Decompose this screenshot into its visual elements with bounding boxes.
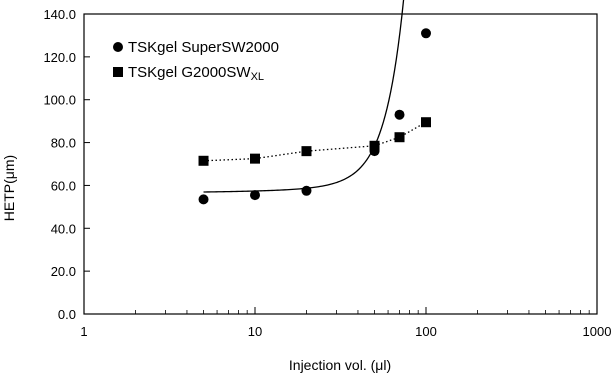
data-point-circle bbox=[198, 194, 209, 205]
data-point-square bbox=[198, 155, 209, 166]
y-axis-title: HETP(μm) bbox=[1, 155, 17, 221]
plot-frame bbox=[83, 13, 598, 315]
y-tick-label: 120.0 bbox=[43, 50, 76, 65]
legend-marker-circle bbox=[113, 42, 123, 52]
data-markers bbox=[198, 28, 431, 205]
y-tick-label: 40.0 bbox=[51, 221, 76, 236]
y-tick-label: 140.0 bbox=[43, 7, 76, 22]
x-tick-label: 1000 bbox=[583, 324, 612, 339]
y-axis-ticks: 0.0 20.0 40.0 60.0 80.0 100.0 120.0 140.0 bbox=[43, 7, 90, 322]
data-point-square bbox=[421, 117, 431, 128]
data-point-circle bbox=[301, 185, 312, 196]
x-axis-title: Injection vol. (μl) bbox=[289, 357, 391, 373]
y-tick-label: 20.0 bbox=[51, 264, 76, 279]
data-point-square bbox=[301, 146, 312, 157]
data-point-circle bbox=[394, 109, 405, 120]
legend-label-g2000swxl-main: TSKgel G2000SW bbox=[128, 64, 251, 81]
legend-label-g2000swxl: TSKgel G2000SWXL bbox=[128, 64, 264, 83]
data-point-square bbox=[394, 132, 405, 143]
legend-label-supersw2000: TSKgel SuperSW2000 bbox=[128, 39, 279, 56]
data-point-circle bbox=[250, 190, 260, 201]
series-lines bbox=[203, 0, 427, 193]
data-point-square bbox=[369, 140, 380, 151]
y-tick-label: 60.0 bbox=[51, 178, 76, 193]
axes bbox=[83, 13, 598, 315]
x-tick-label: 10 bbox=[248, 324, 262, 339]
legend: TSKgel SuperSW2000 TSKgel G2000SWXL bbox=[113, 39, 279, 83]
y-tick-label: 100.0 bbox=[43, 93, 76, 108]
x-axis-ticks: 1 10 100 1000 bbox=[80, 307, 611, 339]
y-tick-label: 0.0 bbox=[58, 307, 76, 322]
x-tick-label: 1 bbox=[80, 324, 87, 339]
data-point-circle bbox=[369, 146, 380, 157]
legend-marker-square bbox=[113, 67, 123, 77]
y-tick-label: 80.0 bbox=[51, 136, 76, 151]
data-point-square bbox=[250, 153, 260, 164]
x-tick-label: 100 bbox=[415, 324, 437, 339]
data-point-circle bbox=[421, 28, 431, 39]
series-line-g2000swxl bbox=[203, 121, 427, 162]
series-line-supersw2000 bbox=[203, 0, 405, 193]
legend-label-g2000swxl-subscript: XL bbox=[251, 71, 264, 83]
